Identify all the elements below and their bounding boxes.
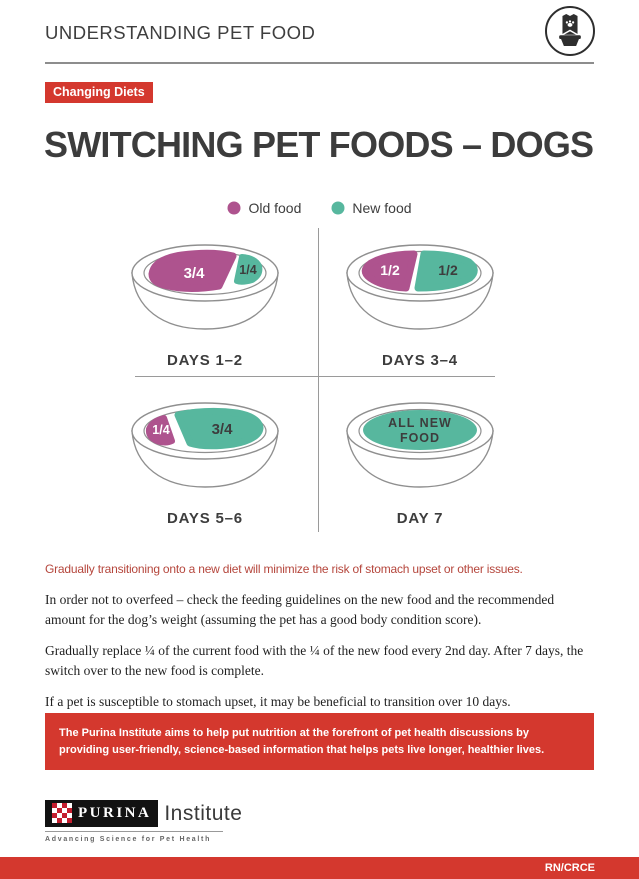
new-food-portion — [414, 250, 478, 292]
new-portion-value: 1/2 — [438, 262, 458, 278]
pet-food-icon-graphic — [559, 14, 581, 47]
cell-label: DAYS 5–6 — [167, 510, 243, 527]
logo-row: PURINA Institute — [45, 800, 245, 827]
old-food-portion — [148, 249, 237, 292]
new-portion-value: 3/4 — [212, 421, 234, 438]
institute-text: Institute — [164, 801, 243, 825]
new-food-portion — [174, 407, 264, 450]
paragraph-replace: Gradually replace ¼ of the current food … — [45, 643, 584, 678]
old-food-portion — [145, 415, 175, 446]
callout-line2: providing user-friendly, science-based i… — [59, 743, 545, 756]
diagram-cell-days-1-2: 3/4 1/4 DAYS 1–2 — [110, 228, 300, 369]
purina-wordmark: PURINA — [45, 800, 159, 827]
lead-sentence: Gradually transitioning onto a new diet … — [45, 562, 523, 576]
page-title: SWITCHING PET FOODS – DOGS — [44, 124, 594, 165]
diagram-cell-days-5-6: 1/4 3/4 DAYS 5–6 — [110, 386, 300, 527]
old-portion-value: 1/4 — [152, 423, 169, 437]
paragraph-susceptible: If a pet is susceptible to stomach upset… — [45, 694, 511, 710]
cell-label: DAYS 1–2 — [167, 352, 243, 369]
old-food-portion — [361, 250, 418, 292]
grid-divider-horizontal — [135, 376, 495, 377]
grid-divider-vertical — [318, 228, 319, 532]
cell-label: DAYS 3–4 — [382, 352, 458, 369]
bowl-days-5-6: 1/4 3/4 — [131, 402, 279, 488]
all-new-food-line2: FOOD — [400, 431, 440, 445]
pet-food-bag-bowl-icon — [545, 6, 595, 56]
paragraph-overfeed: In order not to overfeed – check the fee… — [45, 592, 555, 627]
diagram-cell-days-3-4: 1/2 1/2 DAYS 3–4 — [325, 228, 515, 369]
bowl-days-3-4: 1/2 1/2 — [346, 244, 494, 330]
bowl-day-7: ALL NEW FOOD — [346, 402, 494, 488]
legend-old-label: Old food — [248, 200, 302, 216]
old-portion-value: 1/2 — [380, 262, 400, 278]
header-divider — [45, 62, 594, 64]
new-portion-value: 1/4 — [239, 263, 256, 277]
footer-code: RN/CRCE — [544, 862, 595, 874]
footer-bar: RN/CRCE — [0, 857, 639, 879]
new-food-dot-icon — [331, 201, 345, 215]
new-food-portion — [363, 410, 477, 450]
section-badge: Changing Diets — [45, 82, 153, 103]
bowl-days-1-2: 3/4 1/4 — [131, 244, 279, 330]
diagram-cell-day-7: ALL NEW FOOD DAY 7 — [325, 386, 515, 527]
all-new-food-line1: ALL NEW — [388, 416, 452, 430]
legend: Old food New food — [0, 200, 639, 216]
logo-tagline: Advancing Science for Pet Health — [45, 836, 212, 843]
legend-item-new-food: New food — [331, 200, 412, 216]
purina-institute-callout: The Purina Institute aims to help put nu… — [45, 713, 594, 770]
new-food-portion — [234, 254, 263, 285]
callout-line1: The Purina Institute aims to help put nu… — [59, 727, 529, 739]
purina-checkerboard-icon — [52, 803, 72, 823]
old-food-dot-icon — [227, 201, 241, 215]
header-title: UNDERSTANDING PET FOOD — [45, 22, 316, 43]
body-copy: In order not to overfeed – check the fee… — [45, 590, 594, 724]
cell-label: DAY 7 — [396, 510, 444, 527]
old-portion-value: 3/4 — [184, 265, 206, 282]
logo-divider — [45, 831, 223, 832]
purina-brand-text: PURINA — [78, 804, 152, 821]
legend-item-old-food: Old food — [227, 200, 301, 216]
purina-institute-logo: PURINA Institute Advancing Science for P… — [45, 800, 245, 843]
legend-new-label: New food — [352, 200, 412, 216]
